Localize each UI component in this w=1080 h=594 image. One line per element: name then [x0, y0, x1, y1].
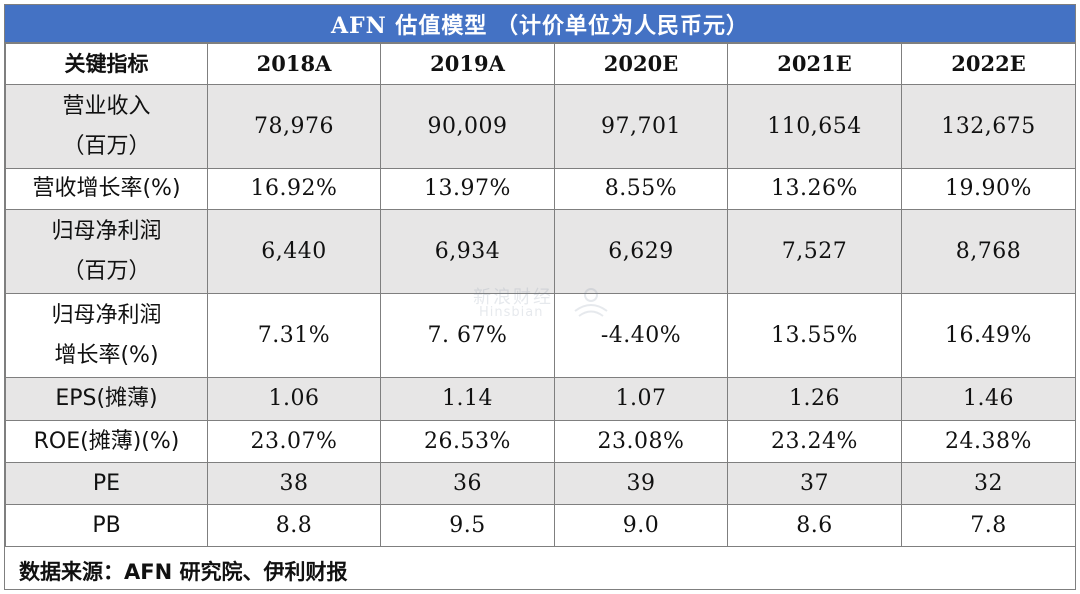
table-cell: 1.26	[727, 377, 902, 421]
row-label-line: 营业收入	[62, 93, 151, 119]
table-cell: 19.90%	[901, 168, 1076, 210]
table-cell: 23.07%	[207, 420, 381, 463]
table-row: 归母净利润 增长率(%) 7.31% 7. 67% -4.40% 13.55% …	[5, 293, 1076, 378]
table-row: 营业收入 （百万） 78,976 90,009 97,701 110,654 1…	[5, 84, 1076, 169]
column-header: 2019A	[380, 43, 555, 85]
row-label-line: 归母净利润	[51, 302, 162, 328]
table-title: AFN 估值模型 （计价单位为人民币元）	[5, 5, 1075, 43]
table-cell: 6,934	[380, 209, 555, 294]
table-cell: 8.6	[727, 504, 902, 547]
table-cell: 13.97%	[380, 168, 555, 210]
row-label: 营收增长率(%)	[5, 168, 208, 210]
table-cell: 26.53%	[380, 420, 555, 463]
table-cell: 1.14	[380, 377, 555, 421]
table-cell: 23.08%	[554, 420, 728, 463]
table-cell: 38	[207, 462, 381, 505]
table-cell: 9.0	[554, 504, 728, 547]
table-cell: 13.55%	[727, 293, 902, 378]
table-cell: 6,440	[207, 209, 381, 294]
table-row: ROE(摊薄)(%) 23.07% 26.53% 23.08% 23.24% 2…	[5, 420, 1076, 463]
row-label: 营业收入 （百万）	[5, 84, 208, 169]
table-cell: -4.40%	[554, 293, 728, 378]
header-row: 关键指标 2018A 2019A 2020E 2021E 2022E	[5, 43, 1076, 85]
table-cell: 39	[554, 462, 728, 505]
table-cell: 90,009	[380, 84, 555, 169]
table-cell: 7. 67%	[380, 293, 555, 378]
table-cell: 97,701	[554, 84, 728, 169]
row-label: ROE(摊薄)(%)	[5, 420, 208, 463]
table-cell: 78,976	[207, 84, 381, 169]
table-cell: 16.92%	[207, 168, 381, 210]
table-row: PE 38 36 39 37 32	[5, 462, 1076, 505]
row-label-line: （百万）	[62, 133, 151, 159]
table-cell: 7.8	[901, 504, 1076, 547]
table-cell: 37	[727, 462, 902, 505]
table-cell: 8.55%	[554, 168, 728, 210]
source-note: 数据来源：AFN 研究院、伊利财报	[19, 559, 348, 584]
row-label-line: 归母净利润	[51, 218, 162, 244]
table-cell: 1.07	[554, 377, 728, 421]
table-cell: 6,629	[554, 209, 728, 294]
valuation-table: 关键指标 2018A 2019A 2020E 2021E 2022E 营业收入 …	[5, 43, 1076, 547]
table-cell: 110,654	[727, 84, 902, 169]
table-cell: 7,527	[727, 209, 902, 294]
row-label: 归母净利润 （百万）	[5, 209, 208, 294]
table-cell: 13.26%	[727, 168, 902, 210]
column-header: 关键指标	[5, 43, 208, 85]
row-label-line: （百万）	[62, 258, 151, 284]
column-header: 2021E	[727, 43, 902, 85]
row-label: PB	[5, 504, 208, 547]
table-cell: 132,675	[901, 84, 1076, 169]
valuation-table-card: AFN 估值模型 （计价单位为人民币元） 关键指标 2018A 2019A 20…	[4, 4, 1076, 590]
table-cell: 7.31%	[207, 293, 381, 378]
row-label-line: 增长率(%)	[54, 342, 159, 368]
table-cell: 9.5	[380, 504, 555, 547]
table-cell: 32	[901, 462, 1076, 505]
table-row: 归母净利润 （百万） 6,440 6,934 6,629 7,527 8,768	[5, 209, 1076, 294]
row-label: EPS(摊薄)	[5, 377, 208, 421]
table-row: EPS(摊薄) 1.06 1.14 1.07 1.26 1.46	[5, 377, 1076, 421]
table-row: 营收增长率(%) 16.92% 13.97% 8.55% 13.26% 19.9…	[5, 168, 1076, 210]
table-cell: 36	[380, 462, 555, 505]
column-header: 2018A	[207, 43, 381, 85]
table-cell: 8,768	[901, 209, 1076, 294]
table-cell: 23.24%	[727, 420, 902, 463]
column-header: 2022E	[901, 43, 1076, 85]
table-cell: 8.8	[207, 504, 381, 547]
column-header: 2020E	[554, 43, 728, 85]
table-cell: 16.49%	[901, 293, 1076, 378]
table-cell: 24.38%	[901, 420, 1076, 463]
table-cell: 1.46	[901, 377, 1076, 421]
row-label: PE	[5, 462, 208, 505]
table-cell: 1.06	[207, 377, 381, 421]
row-label: 归母净利润 增长率(%)	[5, 293, 208, 378]
table-row: PB 8.8 9.5 9.0 8.6 7.8	[5, 504, 1076, 547]
